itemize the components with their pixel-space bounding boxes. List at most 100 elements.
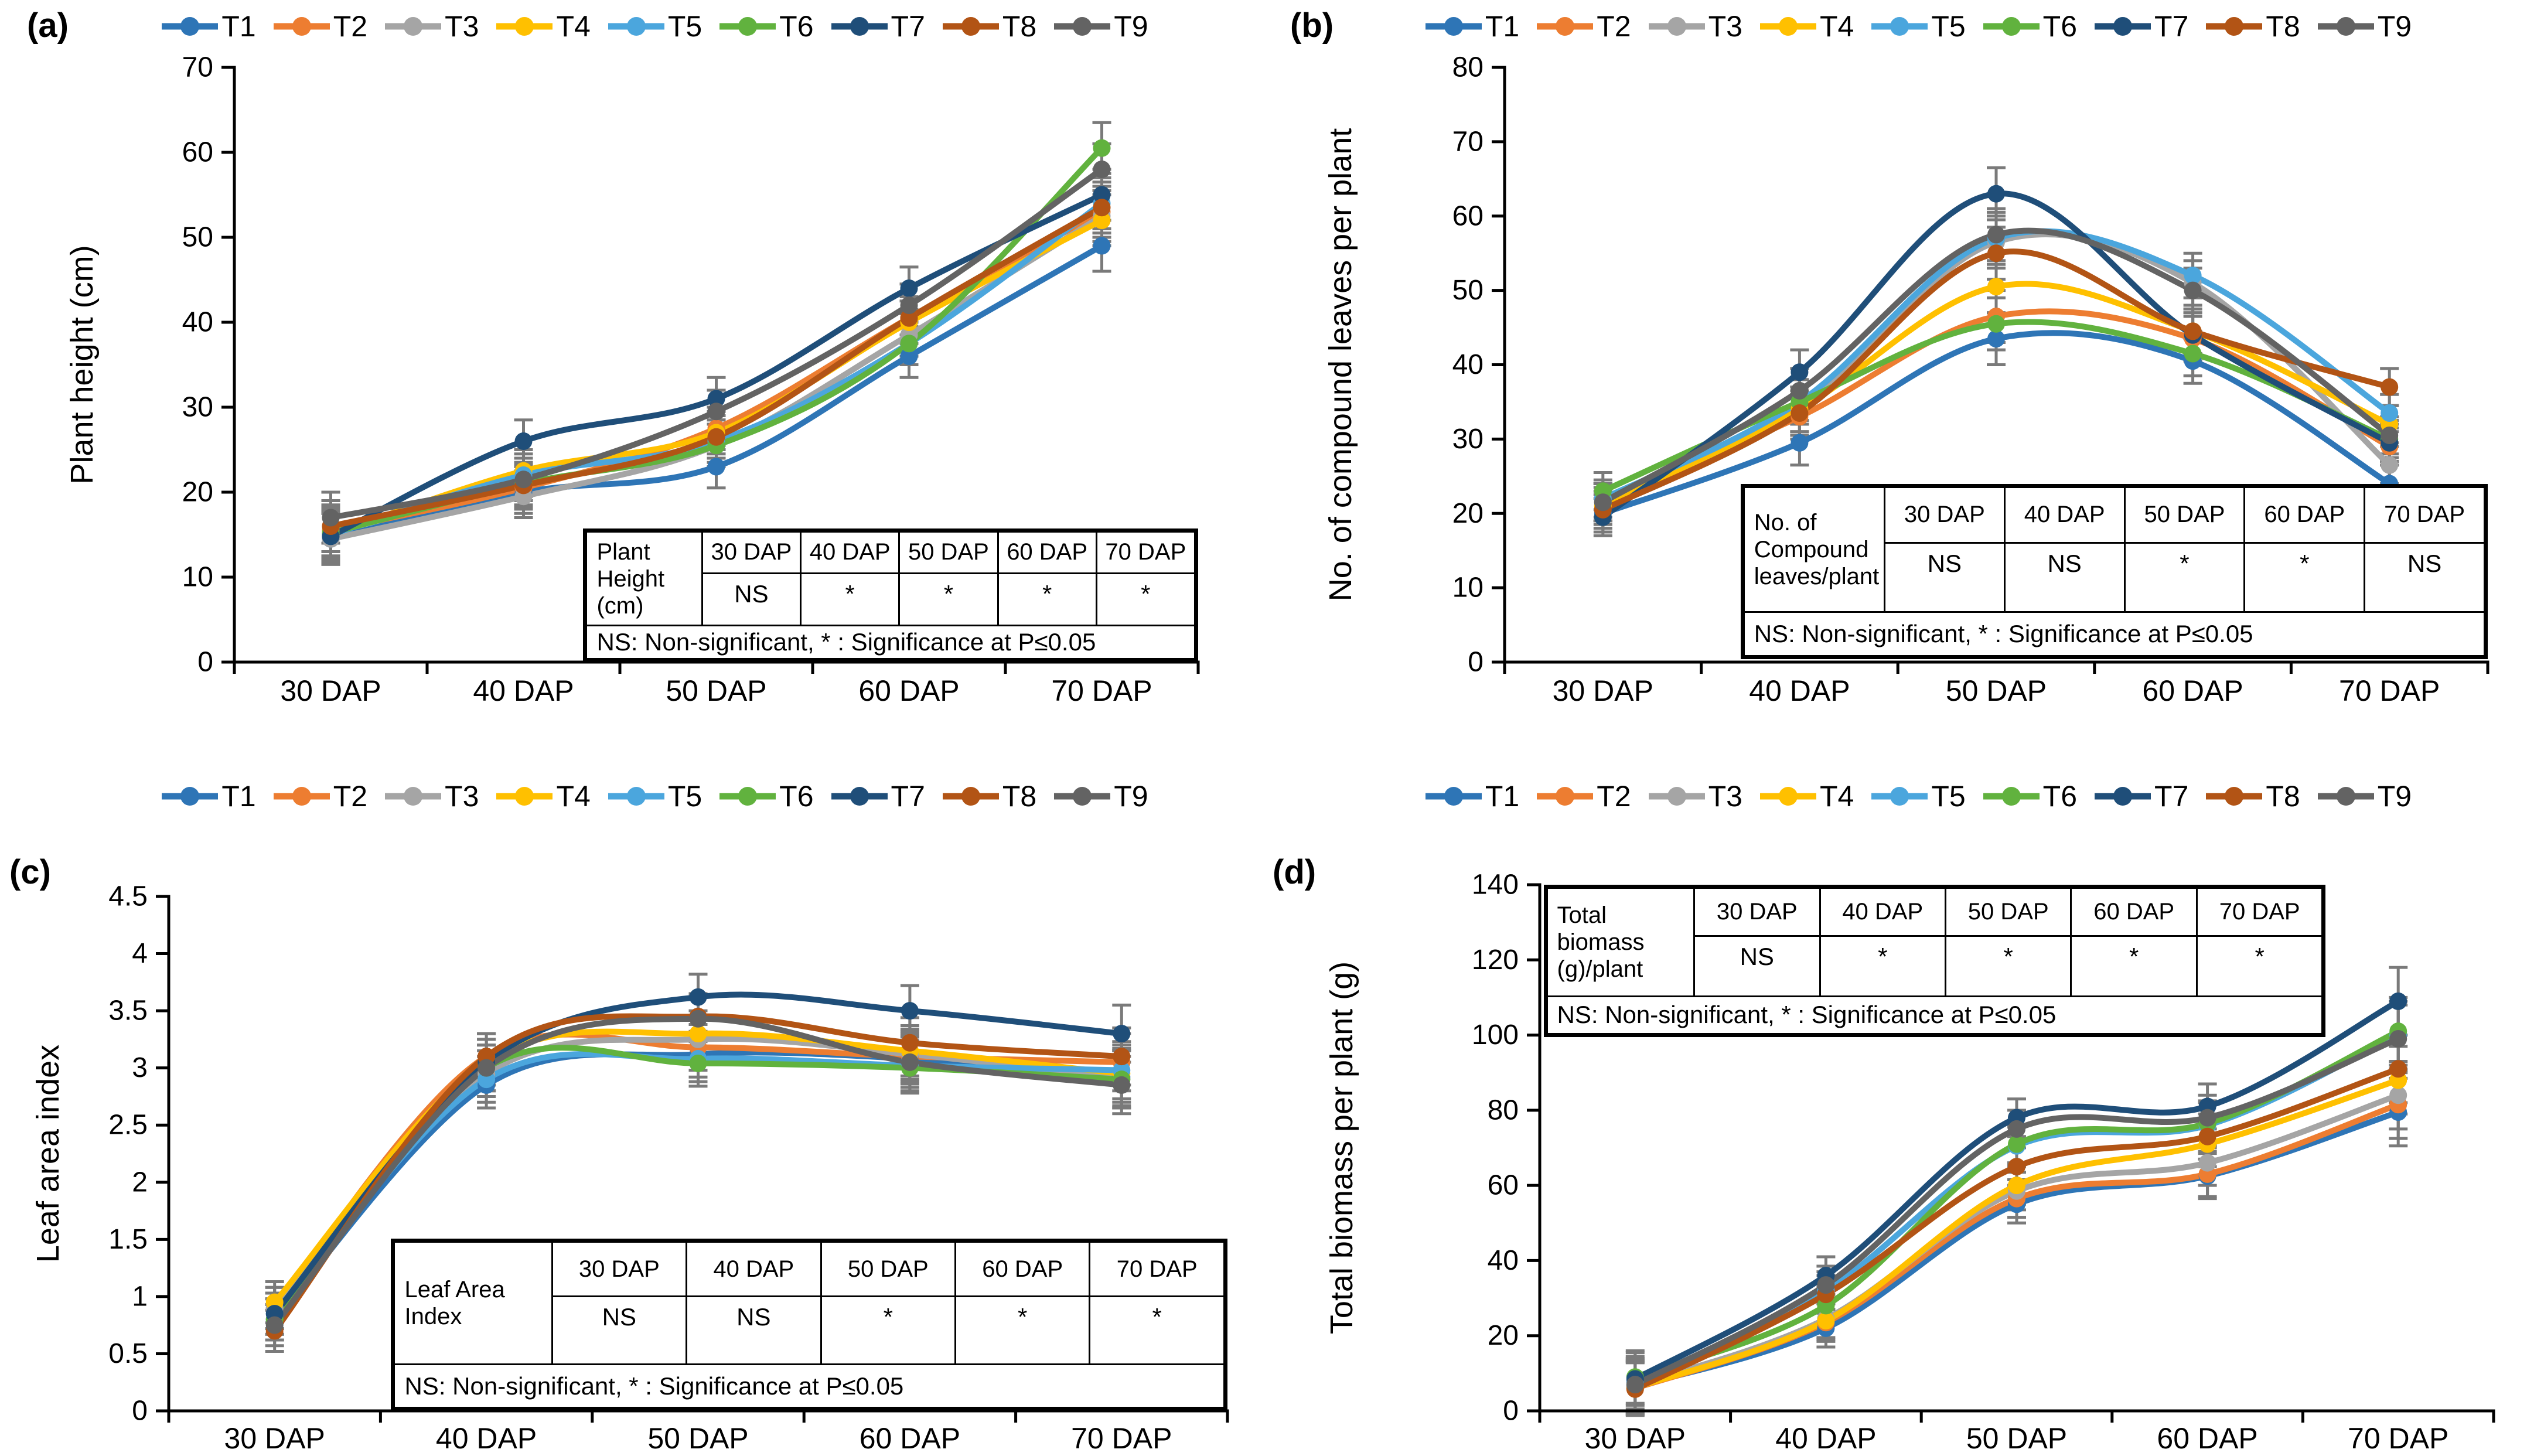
panel-label-a: (a) [27,6,69,45]
y-axis-title: Total biomass per plant (g) [1324,961,1359,1334]
y-tick-label: 80 [1452,52,1484,83]
series-T8-marker [2389,1060,2407,1078]
sig-table-col-header: 60 DAP [2070,886,2198,937]
series-T4-marker [2008,1177,2025,1195]
sig-table-note: NS: Non-significant, * : Significance at… [393,1363,1225,1409]
x-category-label: 50 DAP [647,1422,748,1455]
y-tick-label: 0.5 [108,1338,148,1369]
chart-c-svg: 00.511.522.533.544.530 DAP 40 DAP 50 DAP 60… [30,881,1229,1455]
legend-marker-icon [1537,17,1594,36]
y-tick-label: 3.5 [108,995,148,1027]
series-T8-marker [2198,1127,2216,1145]
sig-table-value: * [1819,935,1946,997]
legend-label: T6 [2042,10,2078,43]
sig-table-a: Plant Height (cm) 30 DAP 40 DAP 50 DAP 60 DA… [583,528,1198,662]
legend-label: T3 [1708,10,1742,43]
sig-table-col-header: 40 DAP [686,1240,822,1298]
series-T1-marker [1987,330,2005,348]
legend-marker-icon [1648,787,1705,806]
series-T9-marker [1626,1376,1644,1394]
y-tick-label: 70 [182,52,213,83]
legend-item-T9: T9 [2317,9,2423,43]
y-tick-label: 140 [1472,869,1519,901]
sig-table-col-header: 30 DAP [1883,486,2006,544]
x-category-label: 60 DAP [2142,674,2243,707]
sig-table-value: * [997,572,1097,627]
y-tick-label: 4.5 [108,881,148,912]
x-category-label: 30 DAP [1553,674,1653,707]
legend-marker-icon [1425,787,1482,806]
series-T8-marker [1093,199,1111,217]
y-tick-label: 0 [132,1396,148,1427]
sig-table-value: * [1089,1295,1225,1366]
legend-label: T8 [2266,10,2300,43]
sig-table-value: * [2070,935,2198,997]
sig-table-param: No. of Compound leaves/plant [1742,486,1885,613]
series-T8-marker [901,1034,919,1052]
x-category-label: 30 DAP [224,1422,325,1455]
legend-marker-icon [831,787,888,806]
x-category-label: 70 DAP [1051,674,1152,707]
chart-area-c: 0 0.5 1 1.5 2 2.5 3 3.5 4 4.5 30 DAP 40 DAP 50 DAP 60… [0,732,1263,1456]
sig-table-col-header: 50 DAP [820,1240,957,1298]
legend-item-T8: T8 [942,9,1048,43]
series-T6-marker [2008,1135,2025,1153]
sig-table-value: NS [2003,541,2126,613]
series-T6-marker [1093,139,1111,157]
series-T6-marker [1987,315,2005,333]
legend-marker-icon [1054,17,1111,36]
sig-table-value: * [954,1295,1091,1366]
sig-table-c: Leaf Area Index 30 DAP 40 DAP 50 DAP 60 DAP 7… [391,1238,1227,1411]
legend-label: T8 [1002,780,1037,813]
legend-label: T7 [891,10,925,43]
legend-item-T3: T3 [1648,779,1754,813]
sig-table-b: No. of Compound leaves/plant 30 DAP 40 DAP… [1740,483,2488,659]
legend-item-T7: T7 [831,9,937,43]
series-T7-marker [901,1002,919,1020]
series-T1-marker [1791,434,1809,452]
series-T4-marker [689,1025,707,1043]
sig-table-col-header: 50 DAP [898,530,999,575]
sig-table-value: NS [2364,541,2485,613]
panel-label-d: (d) [1273,853,1317,891]
y-tick-label: 10 [182,562,213,593]
sig-table-col-header: 60 DAP [997,530,1097,575]
legend-label: T4 [1819,10,1854,43]
series-T9-marker [514,470,533,489]
sig-table-col-header: 40 DAP [1819,886,1946,937]
series-T4-line [271,1028,1125,1305]
legend-marker-icon [273,17,330,36]
legend-label: T5 [1931,780,1966,813]
y-axis-title: Leaf area index [30,1045,66,1263]
legend-item-T3: T3 [385,9,490,43]
legend-item-T3: T3 [1648,9,1754,43]
sig-table-note: NS: Non-significant, * : Significance at… [1546,995,2324,1035]
y-tick-label: 3 [132,1052,148,1083]
series-T9-marker [901,1053,919,1071]
series-T9-marker [2008,1120,2025,1138]
legend-item-T7: T7 [2095,9,2200,43]
series-T7-marker [900,279,918,297]
legend-label: T6 [779,780,814,813]
panel-b: (b) T1 T2 T3 T4 T5 T6 T7 T8 T9 0 10 20 30 40 50 60 70 80… [1263,0,2527,732]
legend-item-T5: T5 [608,779,714,813]
x-category-label: 40 DAP [1775,1422,1876,1455]
legend-label: T9 [2377,10,2412,43]
series-T7-marker [1093,186,1111,204]
axes [1538,883,2495,1413]
sig-table-value: * [1095,572,1196,627]
y-tick-label: 20 [1452,498,1484,529]
legend-marker-icon [1983,17,2040,36]
x-category-label: 70 DAP [1071,1422,1172,1455]
legend-marker-icon [942,787,999,806]
legend-marker-icon [496,787,553,806]
legend-label: T9 [1114,10,1148,43]
x-category-label: 50 DAP [1946,674,2047,707]
legend-label: T1 [221,10,256,43]
legend-marker-icon [1759,17,1816,36]
y-tick-label: 60 [1452,200,1484,231]
series-T8-marker [2381,378,2399,396]
legend-label: T4 [1819,780,1854,813]
series-T8-marker [1987,244,2005,262]
